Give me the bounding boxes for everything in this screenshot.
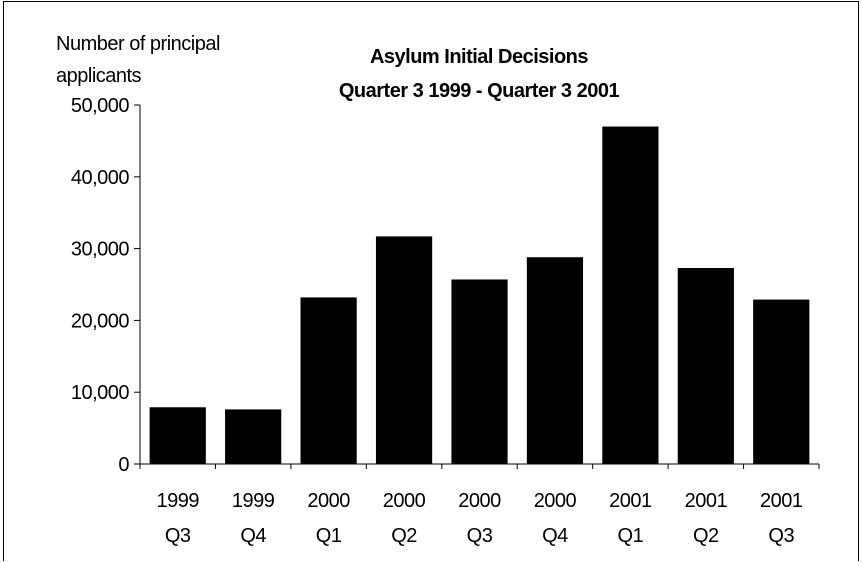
- x-tick-label-year: 2000: [534, 490, 577, 512]
- x-tick-label-quarter: Q3: [165, 525, 191, 547]
- x-tick-label-quarter: Q4: [542, 525, 568, 547]
- x-tick-label-quarter: Q3: [467, 525, 493, 547]
- y-tick-label: 0: [118, 454, 129, 476]
- y-axis: 0 10,000 20,000 30,000 40,000 50,000: [71, 95, 141, 476]
- x-tick-label-quarter: Q2: [391, 525, 417, 547]
- y-tick-label: 20,000: [71, 310, 130, 332]
- x-tick-label-quarter: Q3: [768, 525, 794, 547]
- y-tick-label: 30,000: [71, 239, 130, 261]
- bar-1999-q3: [149, 407, 206, 464]
- x-tick-label-year: 2001: [760, 490, 803, 512]
- chart-title-line-1: Asylum Initial Decisions: [370, 46, 588, 68]
- bar-2001-q1: [602, 126, 659, 464]
- y-axis-title-line-1: Number of principal: [56, 33, 220, 55]
- x-tick-label-year: 2001: [609, 490, 652, 512]
- y-axis-title-line-2: applicants: [56, 65, 142, 87]
- bar-2000-q4: [526, 257, 584, 464]
- bar-2001-q2: [677, 267, 734, 464]
- chart-frame: Asylum Initial Decisions Quarter 3 1999 …: [3, 1, 859, 561]
- x-tick-label-year: 2000: [307, 490, 350, 512]
- x-tick-label-quarter: Q4: [240, 525, 266, 547]
- x-tick-label-year: 2000: [383, 490, 426, 512]
- bar-2001-q3: [753, 299, 810, 464]
- bar-2000-q2: [375, 236, 433, 464]
- chart-title: Asylum Initial Decisions Quarter 3 1999 …: [339, 46, 620, 102]
- x-tick-label-quarter: Q1: [618, 525, 644, 547]
- x-tick-label-quarter: Q1: [316, 525, 342, 547]
- x-tick-label-year: 2001: [685, 490, 728, 512]
- x-axis: 1999 Q3 1999 Q4 2000 Q1 2000 Q2 2000 Q3 2000 Q4 2001…: [139, 463, 820, 547]
- bar-2000-q3: [451, 279, 508, 464]
- x-tick-label-year: 2000: [458, 490, 501, 512]
- bar-2000-q1: [300, 297, 357, 464]
- bar-chart: Asylum Initial Decisions Quarter 3 1999 …: [56, 33, 820, 547]
- x-tick-label-quarter: Q2: [693, 525, 719, 547]
- bar-1999-q4: [225, 409, 282, 464]
- x-tick-label-year: 1999: [156, 490, 199, 512]
- y-tick-label: 50,000: [71, 95, 130, 117]
- x-tick-label-year: 1999: [232, 490, 275, 512]
- chart-title-line-2: Quarter 3 1999 - Quarter 3 2001: [339, 80, 620, 102]
- y-tick-label: 10,000: [71, 382, 130, 404]
- y-tick-label: 40,000: [71, 167, 130, 189]
- y-axis-title: Number of principal applicants: [56, 33, 220, 87]
- bars-group: [149, 126, 810, 464]
